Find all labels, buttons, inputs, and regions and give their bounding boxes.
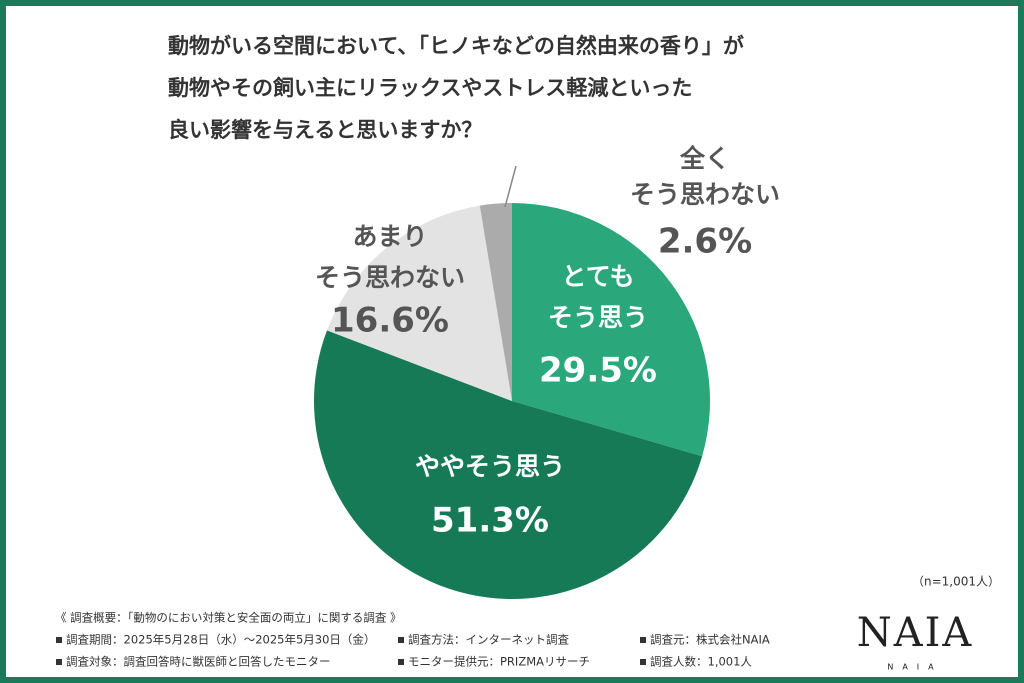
footer-row: 調査対象：調査回答時に獣医師と回答したモニター モニター提供元：PRIZMAリサ… bbox=[56, 655, 752, 669]
pie-slice bbox=[313, 330, 703, 600]
bullet bbox=[640, 637, 646, 643]
sample-note: （n=1,001人） bbox=[912, 575, 1000, 589]
footer-item: 調査対象：調査回答時に獣医師と回答したモニター bbox=[66, 655, 331, 669]
bullet bbox=[56, 659, 62, 665]
value-label: 2.6% bbox=[658, 222, 752, 262]
bullet bbox=[56, 637, 62, 643]
slice-label: あまり bbox=[352, 222, 427, 251]
pie-slice bbox=[479, 203, 512, 401]
chart-title: 動物がいる空間において、「ヒノキなどの自然由来の香り」が bbox=[168, 34, 744, 58]
bullet bbox=[640, 659, 646, 665]
footer-item: 調査方法：インターネット調査 bbox=[408, 633, 569, 647]
footer-item: 調査期間：2025年5月28日（水）～2025年5月30日（金） bbox=[66, 633, 375, 647]
footer-heading: 《 調査概要：「動物のにおい対策と安全面の両立」に関する調査 》 bbox=[55, 611, 402, 625]
leader-line bbox=[504, 165, 517, 208]
slice-label: とても bbox=[561, 262, 634, 291]
footer-item: 調査元：株式会社NAIA bbox=[650, 633, 770, 647]
chart-title: 動物やその飼い主にリラックスやストレス軽減といった bbox=[168, 76, 692, 100]
value-label: 29.5% bbox=[539, 351, 657, 391]
logo: NAIA bbox=[857, 610, 974, 656]
pie-slice bbox=[512, 203, 710, 457]
slice-label: そう思わない bbox=[315, 263, 465, 292]
value-label: 51.3% bbox=[431, 501, 549, 541]
footer-item: 調査人数：1,001人 bbox=[650, 655, 752, 669]
logo-sub: NAIA bbox=[887, 663, 942, 672]
slice-label: そう思わない bbox=[630, 180, 780, 209]
pie bbox=[313, 203, 710, 600]
pie-slice bbox=[327, 205, 512, 401]
value-label: 16.6% bbox=[331, 301, 449, 341]
slice-label: ややそう思う bbox=[415, 452, 565, 481]
labels: とてもそう思う29.5%ややそう思う51.3%あまりそう思わない16.6%全くそ… bbox=[315, 144, 780, 541]
footer-item: モニター提供元：PRIZMAリサーチ bbox=[408, 655, 590, 669]
bullet bbox=[398, 659, 404, 665]
chart-title: 良い影響を与えると思いますか？ bbox=[168, 118, 482, 142]
footer-row: 調査期間：2025年5月28日（水）～2025年5月30日（金） 調査方法：イン… bbox=[56, 633, 770, 647]
bullet bbox=[398, 637, 404, 643]
slice-label: そう思う bbox=[548, 303, 648, 332]
slice-label: 全く bbox=[679, 144, 730, 173]
